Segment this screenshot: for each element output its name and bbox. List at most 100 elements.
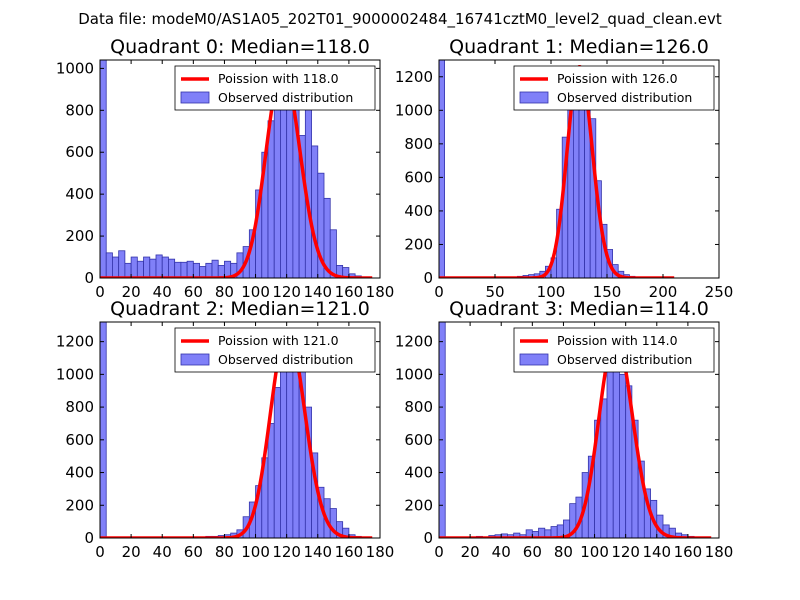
histogram-bar: [105, 252, 113, 278]
x-tick-label: 140: [303, 283, 332, 301]
axes-frame: [438, 59, 720, 279]
y-tick-label: 600: [404, 431, 433, 449]
histogram-bar: [149, 258, 157, 278]
x-tick-label: 100: [580, 543, 609, 561]
histogram-bar: [192, 262, 200, 278]
y-tick-label: 1000: [395, 365, 433, 383]
x-tick-label: 40: [153, 283, 172, 301]
legend-bar-swatch: [519, 91, 549, 104]
histogram-bar: [267, 423, 275, 538]
histogram-bar: [155, 254, 163, 278]
histogram-bar: [205, 262, 213, 278]
x-tick-label: 180: [366, 543, 395, 561]
x-tick-label: 100: [537, 283, 566, 301]
histogram-bar: [619, 373, 627, 538]
legend-bar-swatch: [519, 353, 549, 366]
x-tick-label: 80: [554, 543, 573, 561]
y-tick-label: 400: [404, 464, 433, 482]
y-tick-label: 200: [404, 496, 433, 514]
histogram-bar: [180, 261, 188, 278]
legend: Poission with 118.0 Observed distribution: [174, 65, 376, 111]
legend-line-label: Poission with 114.0: [557, 333, 678, 348]
legend-bar-label: Observed distribution: [557, 352, 692, 367]
y-tick-label: 1000: [395, 101, 433, 119]
histogram-bar: [329, 229, 337, 278]
x-tick-label: 120: [272, 543, 301, 561]
legend-line-label: Poission with 121.0: [218, 333, 339, 348]
histogram-bar: [174, 261, 182, 278]
x-tick-label: 60: [184, 543, 203, 561]
x-tick-label: 120: [611, 543, 640, 561]
panel-3: Quadrant 3: Median=114.00 20 40 60 80 100 120 1…: [395, 298, 734, 561]
histogram-bar: [130, 256, 138, 278]
x-tick-label: 20: [122, 283, 141, 301]
histogram-bar: [273, 86, 281, 278]
y-tick-label: 1200: [395, 68, 433, 86]
y-tick-label: 0: [84, 269, 94, 287]
x-tick-label: 140: [303, 543, 332, 561]
y-tick-label: 0: [423, 529, 433, 547]
y-tick-label: 800: [65, 101, 94, 119]
histogram-bar: [211, 259, 219, 278]
data-layer: [439, 322, 712, 538]
histogram-bar: [439, 60, 445, 278]
x-tick-label: 60: [184, 283, 203, 301]
data-layer: [100, 60, 373, 278]
panel-title: Quadrant 2: Median=121.0: [110, 298, 370, 320]
panel-1: Quadrant 1: Median=126.0 0 50 100 150 200 250 0…: [395, 36, 734, 301]
x-tick-label: 150: [593, 283, 622, 301]
histogram-bar: [342, 527, 350, 538]
histogram-bar: [439, 322, 446, 538]
axes-frame: [438, 321, 720, 539]
y-tick-label: 400: [65, 464, 94, 482]
histogram-bar: [136, 260, 144, 278]
legend-bar-swatch: [180, 353, 210, 366]
histogram-bar: [286, 82, 294, 278]
panel-0: Quadrant 0: Median=118.00 20 40 60 80 100 120 1…: [56, 36, 395, 301]
x-tick-label: 160: [335, 543, 364, 561]
axes-frame: [99, 321, 381, 539]
x-tick-label: 0: [95, 543, 105, 561]
x-tick-label: 40: [492, 543, 511, 561]
histogram-bar: [186, 260, 194, 278]
legend-bar-swatch: [180, 91, 210, 104]
y-tick-label: 1000: [56, 59, 94, 77]
x-tick-label: 160: [674, 543, 703, 561]
data-layer: [100, 322, 373, 538]
y-tick-label: 0: [84, 529, 94, 547]
panel-title: Quadrant 1: Median=126.0: [449, 36, 709, 58]
panel-title: Quadrant 3: Median=114.0: [449, 298, 709, 320]
x-tick-label: 100: [241, 283, 270, 301]
x-tick-label: 120: [272, 283, 301, 301]
y-tick-label: 200: [404, 235, 433, 253]
x-tick-label: 140: [642, 543, 671, 561]
y-tick-label: 400: [65, 185, 94, 203]
histogram-bar: [112, 256, 120, 278]
figure-suptitle: Data file: modeM0/AS1A05_202T01_90000024…: [78, 10, 722, 29]
panel-title: Quadrant 0: Median=118.0: [110, 36, 370, 58]
histogram-bar: [124, 262, 132, 278]
panels: Quadrant 0: Median=118.00 20 40 60 80 100 120 1…: [56, 36, 734, 561]
x-tick-label: 0: [434, 283, 444, 301]
legend-bar-label: Observed distribution: [218, 352, 353, 367]
legend-box: [174, 65, 376, 111]
x-tick-label: 0: [434, 543, 444, 561]
x-tick-label: 20: [461, 543, 480, 561]
axes-frame: [99, 59, 381, 279]
x-tick-label: 40: [153, 543, 172, 561]
histogram-bar: [118, 250, 126, 278]
y-tick-label: 600: [65, 143, 94, 161]
y-tick-label: 600: [65, 431, 94, 449]
x-tick-label: 20: [122, 543, 141, 561]
histogram-bar: [600, 398, 608, 538]
y-tick-label: 1000: [56, 365, 94, 383]
histogram-bar: [100, 322, 107, 538]
x-tick-label: 250: [705, 283, 734, 301]
y-tick-label: 800: [404, 398, 433, 416]
legend: Poission with 114.0 Observed distribution: [513, 327, 715, 373]
poisson-curve: [439, 334, 712, 538]
legend-bar-label: Observed distribution: [557, 90, 692, 105]
histogram-bar: [168, 258, 176, 278]
x-tick-label: 180: [366, 283, 395, 301]
